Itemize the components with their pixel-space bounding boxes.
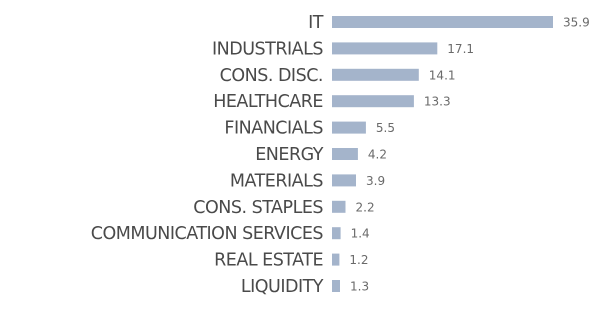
bar-energy	[332, 148, 358, 160]
category-label-healthcare: HEALTHCARE	[213, 92, 323, 112]
bar-real-estate	[332, 253, 340, 266]
value-label-real-estate: 1.2	[349, 253, 368, 267]
bar-cons-staples	[332, 200, 346, 213]
value-label-energy: 4.2	[368, 148, 387, 162]
category-label-it: IT	[308, 13, 324, 33]
bar-financials	[332, 121, 366, 134]
category-label-liquidity: LIQUIDITY	[241, 277, 324, 297]
value-label-healthcare: 13.3	[424, 95, 451, 109]
bar-healthcare	[332, 95, 414, 108]
bar-liquidity	[332, 280, 340, 292]
bars-group	[332, 16, 553, 292]
value-labels-group: 35.9 17.1 14.1 13.3 5.5 4.2 3.9 2.2 1.4 1.2 1.3	[349, 16, 589, 294]
bar-cons-disc	[332, 68, 419, 81]
value-label-cons-staples: 2.2	[356, 200, 375, 214]
value-label-materials: 3.9	[366, 174, 385, 188]
bar-materials	[332, 174, 356, 187]
value-label-liquidity: 1.3	[350, 280, 369, 294]
bar-industrials	[332, 42, 438, 55]
value-label-it: 35.9	[563, 16, 590, 30]
value-label-communication-services: 1.4	[351, 227, 370, 241]
category-label-cons-disc: CONS. DISC.	[220, 66, 323, 86]
bar-it	[332, 16, 553, 28]
value-label-industrials: 17.1	[447, 42, 474, 56]
category-label-industrials: INDUSTRIALS	[212, 39, 323, 59]
value-label-cons-disc: 14.1	[429, 68, 456, 82]
category-label-materials: MATERIALS	[230, 171, 324, 191]
value-label-financials: 5.5	[376, 121, 395, 135]
bar-communication-services	[332, 227, 341, 240]
category-label-communication-services: COMMUNICATION SERVICES	[91, 224, 324, 244]
category-label-financials: FINANCIALS	[224, 119, 323, 139]
category-label-energy: ENERGY	[255, 145, 324, 165]
category-label-cons-staples: CONS. STAPLES	[193, 198, 323, 218]
category-labels-group: IT INDUSTRIALS CONS. DISC. HEALTHCARE FINANC…	[91, 13, 325, 297]
category-label-real-estate: REAL ESTATE	[214, 251, 323, 271]
